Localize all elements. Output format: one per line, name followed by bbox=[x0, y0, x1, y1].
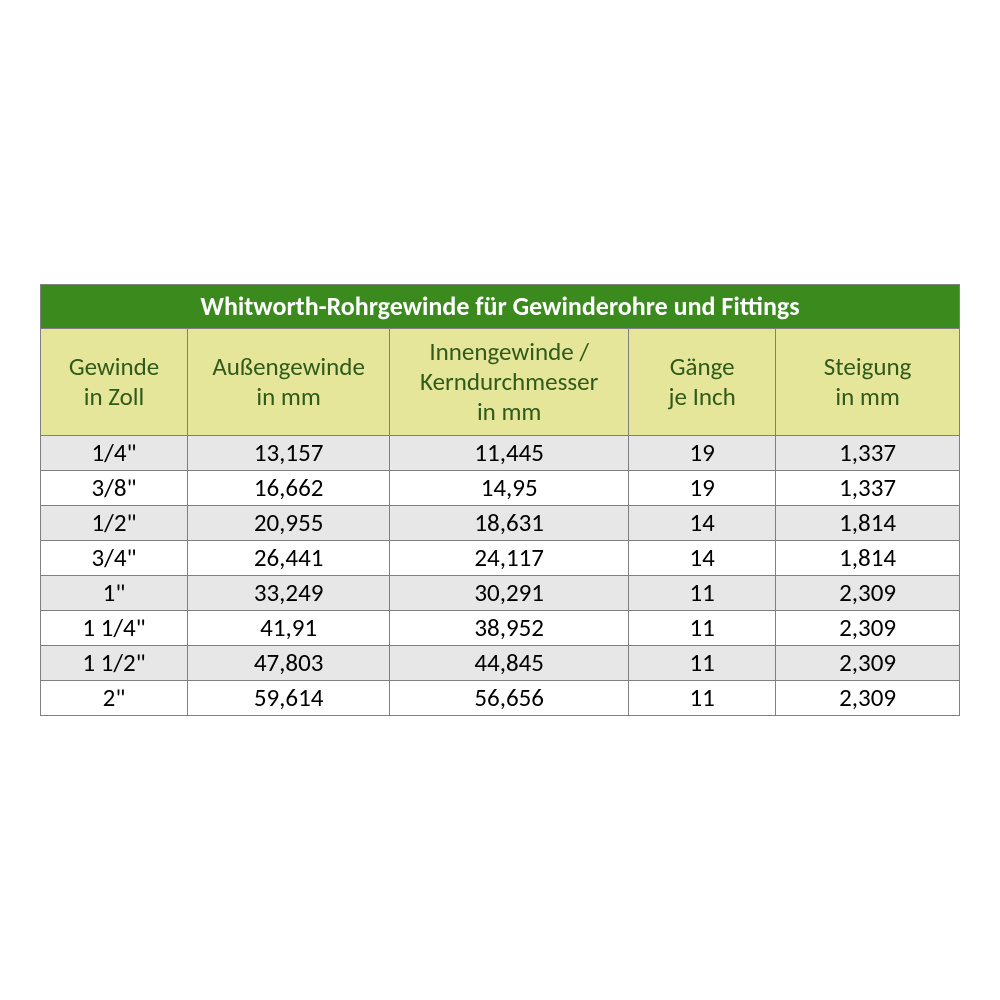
cell: 2,309 bbox=[776, 681, 960, 716]
cell: 2,309 bbox=[776, 576, 960, 611]
cell: 1,814 bbox=[776, 541, 960, 576]
cell: 1/2" bbox=[41, 506, 188, 541]
cell: 1,337 bbox=[776, 471, 960, 506]
column-header-row: Gewindein Zoll Außengewindein mm Innenge… bbox=[41, 329, 960, 436]
cell: 33,249 bbox=[188, 576, 390, 611]
cell: 18,631 bbox=[390, 506, 629, 541]
cell: 19 bbox=[629, 471, 776, 506]
cell: 11 bbox=[629, 646, 776, 681]
cell: 2,309 bbox=[776, 646, 960, 681]
cell: 11 bbox=[629, 611, 776, 646]
cell: 38,952 bbox=[390, 611, 629, 646]
table-row: 3/8" 16,662 14,95 19 1,337 bbox=[41, 471, 960, 506]
cell: 30,291 bbox=[390, 576, 629, 611]
cell: 14 bbox=[629, 541, 776, 576]
table-row: 3/4" 26,441 24,117 14 1,814 bbox=[41, 541, 960, 576]
table-row: 1/4" 13,157 11,445 19 1,337 bbox=[41, 436, 960, 471]
cell: 14 bbox=[629, 506, 776, 541]
cell: 1" bbox=[41, 576, 188, 611]
page-container: Whitworth-Rohrgewinde für Gewinderohre u… bbox=[0, 0, 1000, 1000]
table-body: 1/4" 13,157 11,445 19 1,337 3/8" 16,662 … bbox=[41, 436, 960, 716]
cell: 47,803 bbox=[188, 646, 390, 681]
cell: 44,845 bbox=[390, 646, 629, 681]
col-header-gaenge: Gängeje Inch bbox=[629, 329, 776, 436]
cell: 24,117 bbox=[390, 541, 629, 576]
cell: 2" bbox=[41, 681, 188, 716]
table-row: 1 1/2" 47,803 44,845 11 2,309 bbox=[41, 646, 960, 681]
cell: 11,445 bbox=[390, 436, 629, 471]
cell: 1 1/4" bbox=[41, 611, 188, 646]
cell: 20,955 bbox=[188, 506, 390, 541]
col-header-innengewinde: Innengewinde /Kerndurchmesserin mm bbox=[390, 329, 629, 436]
cell: 2,309 bbox=[776, 611, 960, 646]
cell: 59,614 bbox=[188, 681, 390, 716]
table-title: Whitworth-Rohrgewinde für Gewinderohre u… bbox=[41, 284, 960, 328]
cell: 16,662 bbox=[188, 471, 390, 506]
cell: 26,441 bbox=[188, 541, 390, 576]
cell: 11 bbox=[629, 681, 776, 716]
cell: 1 1/2" bbox=[41, 646, 188, 681]
cell: 3/4" bbox=[41, 541, 188, 576]
table-row: 1 1/4" 41,91 38,952 11 2,309 bbox=[41, 611, 960, 646]
table-row: 1" 33,249 30,291 11 2,309 bbox=[41, 576, 960, 611]
cell: 1,337 bbox=[776, 436, 960, 471]
table-row: 2" 59,614 56,656 11 2,309 bbox=[41, 681, 960, 716]
cell: 1/4" bbox=[41, 436, 188, 471]
cell: 19 bbox=[629, 436, 776, 471]
cell: 56,656 bbox=[390, 681, 629, 716]
cell: 11 bbox=[629, 576, 776, 611]
cell: 41,91 bbox=[188, 611, 390, 646]
col-header-aussengewinde: Außengewindein mm bbox=[188, 329, 390, 436]
col-header-gewinde: Gewindein Zoll bbox=[41, 329, 188, 436]
cell: 3/8" bbox=[41, 471, 188, 506]
table-row: 1/2" 20,955 18,631 14 1,814 bbox=[41, 506, 960, 541]
whitworth-table: Whitworth-Rohrgewinde für Gewinderohre u… bbox=[40, 284, 960, 716]
col-header-steigung: Steigungin mm bbox=[776, 329, 960, 436]
cell: 13,157 bbox=[188, 436, 390, 471]
cell: 1,814 bbox=[776, 506, 960, 541]
cell: 14,95 bbox=[390, 471, 629, 506]
